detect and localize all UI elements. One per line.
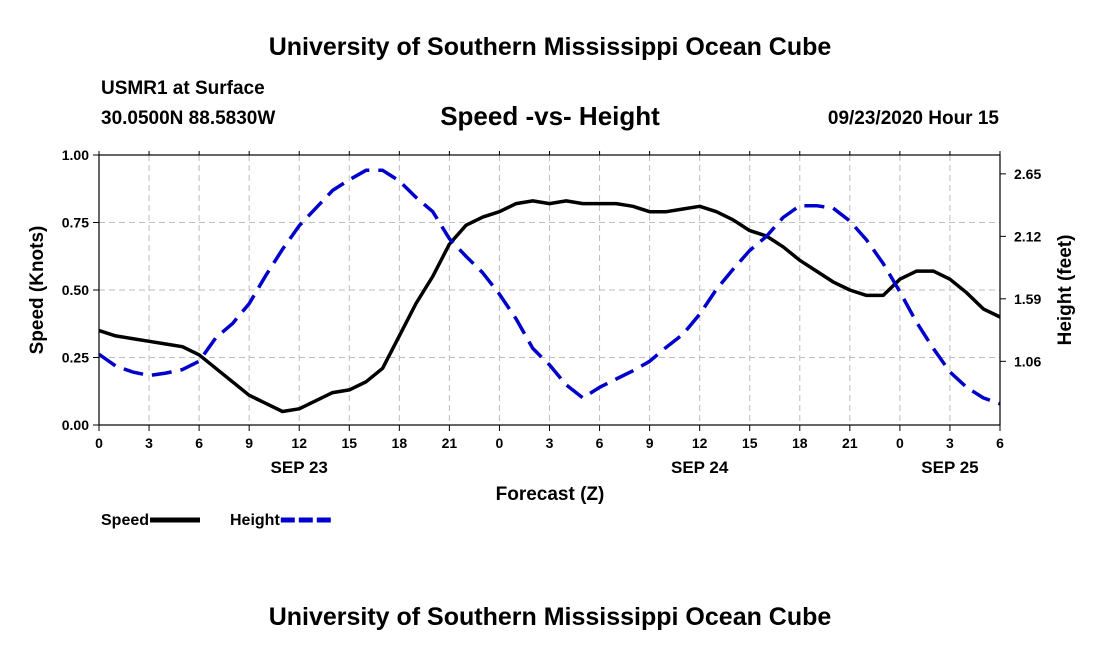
x-tick-label: 3	[145, 435, 153, 451]
page-title-top: University of Southern Mississippi Ocean…	[269, 33, 832, 61]
forecast-datetime: 09/23/2020 Hour 15	[828, 108, 1000, 129]
y-tick-label-right: 1.59	[1014, 291, 1041, 307]
x-tick-label: 0	[496, 435, 504, 451]
legend-label-speed: Speed	[101, 512, 149, 529]
x-tick-label: 21	[842, 435, 858, 451]
x-tick-label: 6	[195, 435, 203, 451]
day-label: SEP 24	[671, 458, 729, 477]
x-tick-label: 12	[692, 435, 708, 451]
y-axis-label-left: Speed (Knots)	[27, 226, 48, 355]
x-tick-label: 6	[596, 435, 604, 451]
y-tick-label-left: 0.75	[62, 215, 89, 231]
x-tick-label: 15	[742, 435, 758, 451]
x-axis-label: Forecast (Z)	[496, 484, 605, 505]
x-tick-label: 0	[896, 435, 904, 451]
coordinates-label: 30.0500N 88.5830W	[101, 108, 275, 129]
y-tick-label-left: 0.25	[62, 350, 89, 366]
legend-label-height: Height	[230, 512, 280, 529]
series-line-height	[99, 168, 1000, 406]
station-label: USMR1 at Surface	[101, 78, 265, 99]
x-tick-label: 12	[291, 435, 307, 451]
series-group	[99, 168, 1000, 414]
day-label: SEP 23	[271, 458, 328, 477]
y-tick-label-right: 2.12	[1014, 228, 1041, 244]
x-tick-label: 3	[546, 435, 554, 451]
x-tick-label: 9	[646, 435, 654, 451]
y-tick-label-left: 1.00	[62, 147, 89, 163]
x-tick-label: 18	[392, 435, 408, 451]
x-tick-label: 18	[792, 435, 808, 451]
x-tick-label: 15	[341, 435, 357, 451]
y-tick-label-left: 0.00	[62, 417, 89, 433]
chart-title: Speed -vs- Height	[440, 101, 660, 131]
x-tick-label: 21	[442, 435, 458, 451]
y-tick-label-right: 2.65	[1014, 166, 1041, 182]
grid-lines	[99, 155, 1000, 425]
x-tick-label: 6	[996, 435, 1004, 451]
y-tick-label-left: 0.50	[62, 282, 89, 298]
y-tick-label-right: 1.06	[1014, 353, 1041, 369]
x-tick-label: 0	[95, 435, 103, 451]
y-axis-label-right: Height (feet)	[1055, 235, 1076, 346]
axes-group: 0 3 6 9 12 15 18 21 0 3 6 9 12 15 18 21 0 3 6 0.00 0.25 0.50 0…	[62, 147, 1042, 477]
day-label: SEP 25	[921, 458, 978, 477]
x-tick-label: 9	[245, 435, 253, 451]
page-title-bottom: University of Southern Mississippi Ocean…	[269, 603, 832, 631]
series-line-speed	[99, 199, 1000, 414]
x-tick-label: 3	[946, 435, 954, 451]
chart-legend: Speed Height	[101, 512, 331, 529]
